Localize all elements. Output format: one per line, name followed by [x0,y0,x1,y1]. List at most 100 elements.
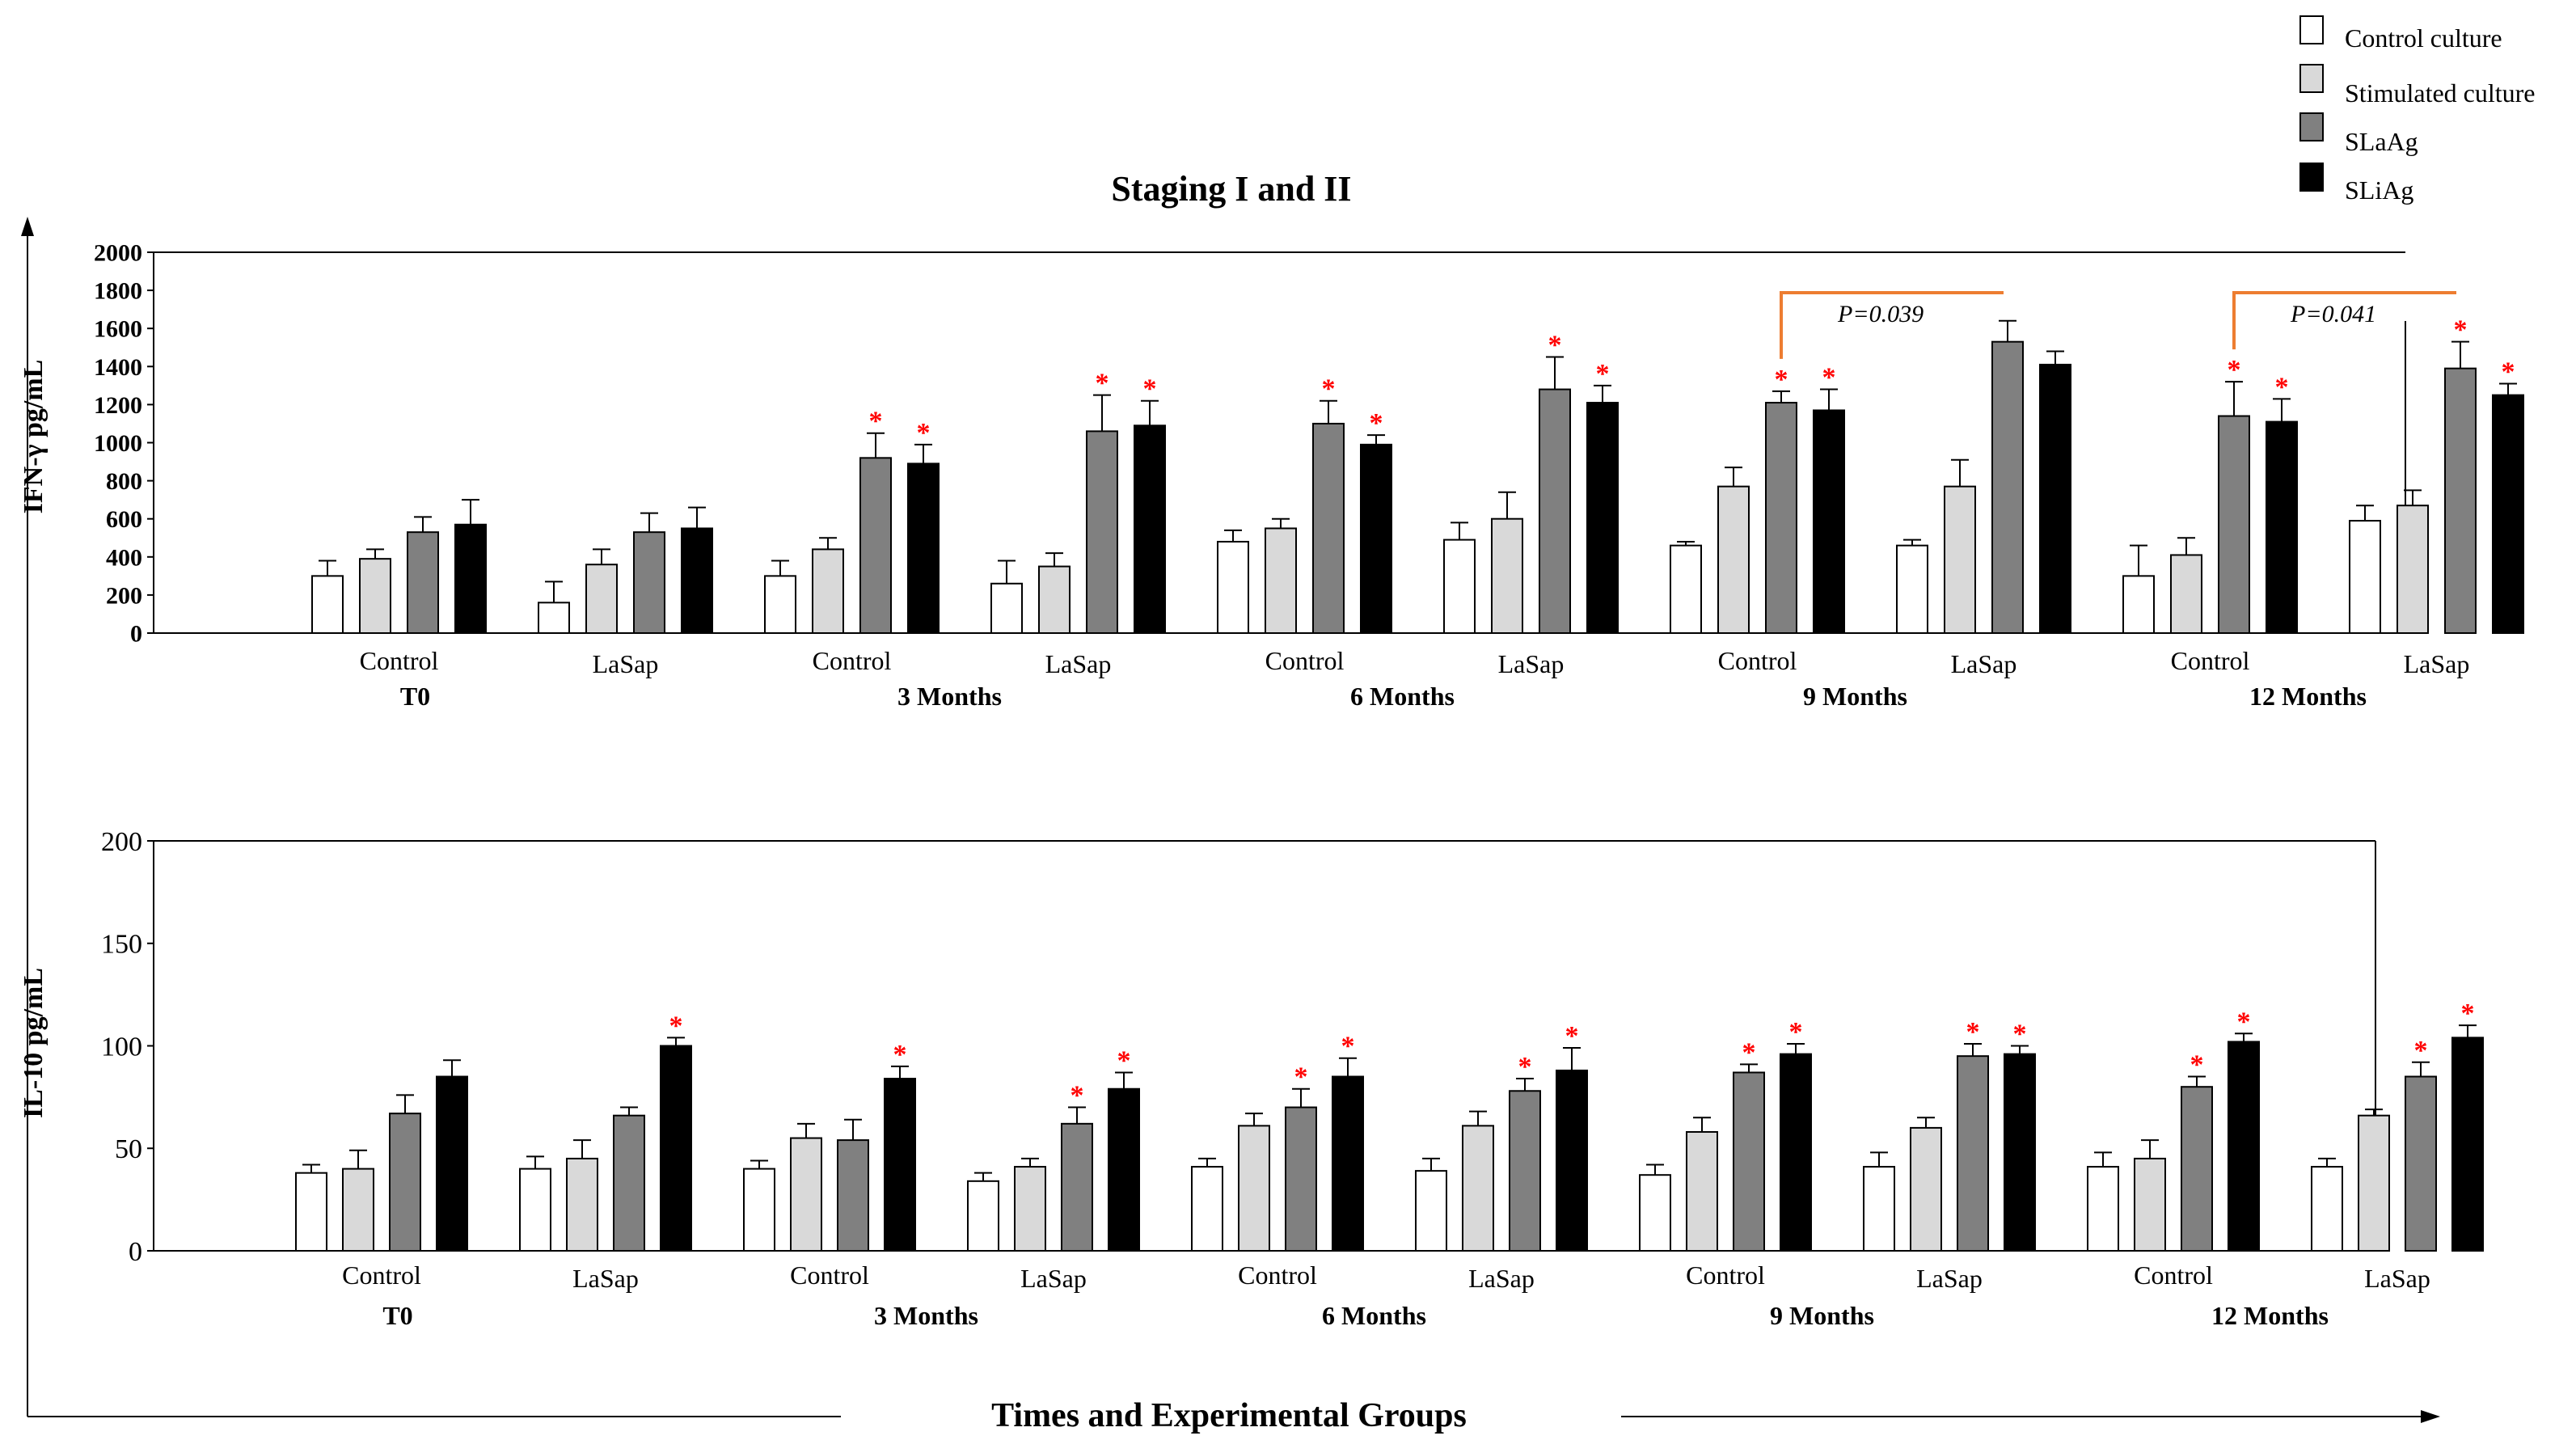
group-label-control: Control [1238,1261,1317,1290]
group-label-lasap: LaSap [2404,649,2470,678]
p-value-label: P=0.039 [1837,301,1924,327]
y-tick-label: 1400 [94,354,142,381]
group-label-control: Control [790,1261,869,1290]
significance-star: * [1117,1045,1131,1075]
legend-label-control-culture: Control culture [2345,23,2502,53]
bar-stimulated-culture-9-months-lasap [1910,1126,1942,1252]
bar-control-culture-6-months-control [1191,1166,1223,1252]
group-label-lasap: LaSap [1498,649,1565,678]
significance-star: * [1294,1062,1308,1092]
significance-star: * [2237,1007,2251,1037]
bar-stimulated-culture-9-months-control [1686,1130,1718,1252]
bar-stimulated-culture-t0-control [342,1168,374,1252]
y-tick-label: 50 [115,1134,142,1164]
bar-sliag-3-months-lasap [1108,1087,1140,1252]
bar-slaag-12-months-lasap [2405,1075,2437,1252]
significance-star: * [893,1040,907,1070]
bar-stimulated-culture-t0-lasap [566,1157,598,1252]
y-tick-label: 1000 [94,430,142,457]
significance-star: * [1775,365,1788,395]
y-tick-label: 200 [101,827,142,857]
bar-stimulated-culture-6-months-lasap [1491,517,1523,635]
bar-control-culture-9-months-control [1670,544,1702,634]
y-tick-label: 1200 [94,392,142,419]
bar-sliag-6-months-control [1360,443,1392,634]
bar-sliag-9-months-control [1780,1053,1812,1252]
bar-control-culture-9-months-lasap [1863,1166,1895,1252]
significance-star: * [1322,374,1336,404]
bar-slaag-6-months-control [1312,422,1345,634]
group-label-control: Control [342,1261,421,1290]
significance-star: * [1096,369,1109,399]
bar-sliag-12-months-control [2266,420,2298,634]
bar-slaag-3-months-control [859,457,892,635]
bar-sliag-9-months-lasap [2039,363,2071,634]
bar-slaag-9-months-control [1765,402,1797,634]
bar-sliag-12-months-lasap [2451,1037,2484,1252]
significance-star: * [1341,1032,1355,1062]
significance-star: * [1071,1081,1084,1111]
bar-control-culture-12-months-control [2087,1166,2119,1252]
bar-stimulated-culture-3-months-lasap [1038,565,1071,635]
significance-star: * [2454,315,2468,345]
bar-control-culture-9-months-lasap [1896,544,1928,634]
significance-star: * [2461,999,2475,1028]
bar-stimulated-culture-9-months-control [1717,485,1750,634]
group-label-control: Control [360,646,439,675]
bar-slaag-3-months-control [837,1139,869,1252]
time-label-6-months: 6 Months [1322,1301,1426,1330]
bar-stimulated-culture-12-months-control [2170,554,2202,635]
bar-stimulated-culture-t0-control [359,558,391,635]
bar-slaag-t0-lasap [633,531,665,634]
time-label-t0: T0 [400,682,430,711]
y-tick-label: 0 [130,621,142,648]
time-label-12-months: 12 Months [2249,682,2367,711]
x-axis-title: Times and Experimental Groups [991,1397,1467,1434]
bar-slaag-3-months-lasap [1086,430,1118,634]
significance-star: * [1518,1052,1532,1082]
bar-control-culture-9-months-control [1639,1174,1671,1252]
legend: Control culture Stimulated culture SLaAg… [2299,15,2536,205]
bar-stimulated-culture-9-months-lasap [1944,485,1976,634]
chart-title: Staging I and II [1111,169,1351,209]
significance-star: * [2013,1020,2027,1049]
bar-slaag-12-months-control [2218,415,2250,635]
group-label-lasap: LaSap [1020,1264,1087,1293]
significance-star: * [2228,355,2241,385]
y-tick-label: 1800 [94,278,142,305]
il10-y-label: IL-10 pg/mL [19,968,49,1118]
time-label-6-months: 6 Months [1350,682,1455,711]
bar-slaag-6-months-lasap [1509,1090,1541,1252]
bar-control-culture-t0-lasap [538,602,570,635]
group-label-lasap: LaSap [2364,1264,2430,1293]
legend-swatch-stimulated-culture [2299,64,2324,93]
significance-star: * [1822,363,1836,393]
bar-sliag-9-months-lasap [2004,1053,2036,1252]
il10-panel: 0 50 100 150 200 Control * LaSap * Control * * LaSap… [101,827,2484,1330]
bar-control-culture-6-months-lasap [1443,538,1476,634]
ifn-gamma-y-label: IFN-γ pg/mL [19,360,49,514]
legend-label-sliag: SLiAg [2345,175,2413,205]
y-tick-label: 1600 [94,316,142,343]
bar-control-culture-3-months-lasap [967,1180,999,1252]
bar-control-culture-12-months-control [2122,575,2155,634]
time-label-3-months: 3 Months [897,682,1002,711]
group-label-control: Control [1718,646,1797,675]
bar-control-culture-t0-control [295,1172,327,1252]
group-label-control: Control [1265,646,1345,675]
bar-slaag-t0-control [389,1113,421,1252]
y-tick-label: 600 [106,506,142,533]
bar-sliag-6-months-lasap [1556,1069,1588,1252]
group-label-lasap: LaSap [572,1264,639,1293]
y-tick-label: 150 [101,930,142,960]
bar-stimulated-culture-6-months-lasap [1462,1125,1494,1252]
bar-stimulated-culture-t0-lasap [585,564,618,634]
y-tick-label: 800 [106,468,142,495]
bar-slaag-9-months-control [1733,1071,1765,1252]
y-tick-label: 2000 [94,240,142,267]
group-label-lasap: LaSap [1045,649,1112,678]
bar-stimulated-culture-12-months-lasap [2397,505,2429,635]
time-label-12-months: 12 Months [2211,1301,2329,1330]
significance-star: * [2502,357,2515,386]
